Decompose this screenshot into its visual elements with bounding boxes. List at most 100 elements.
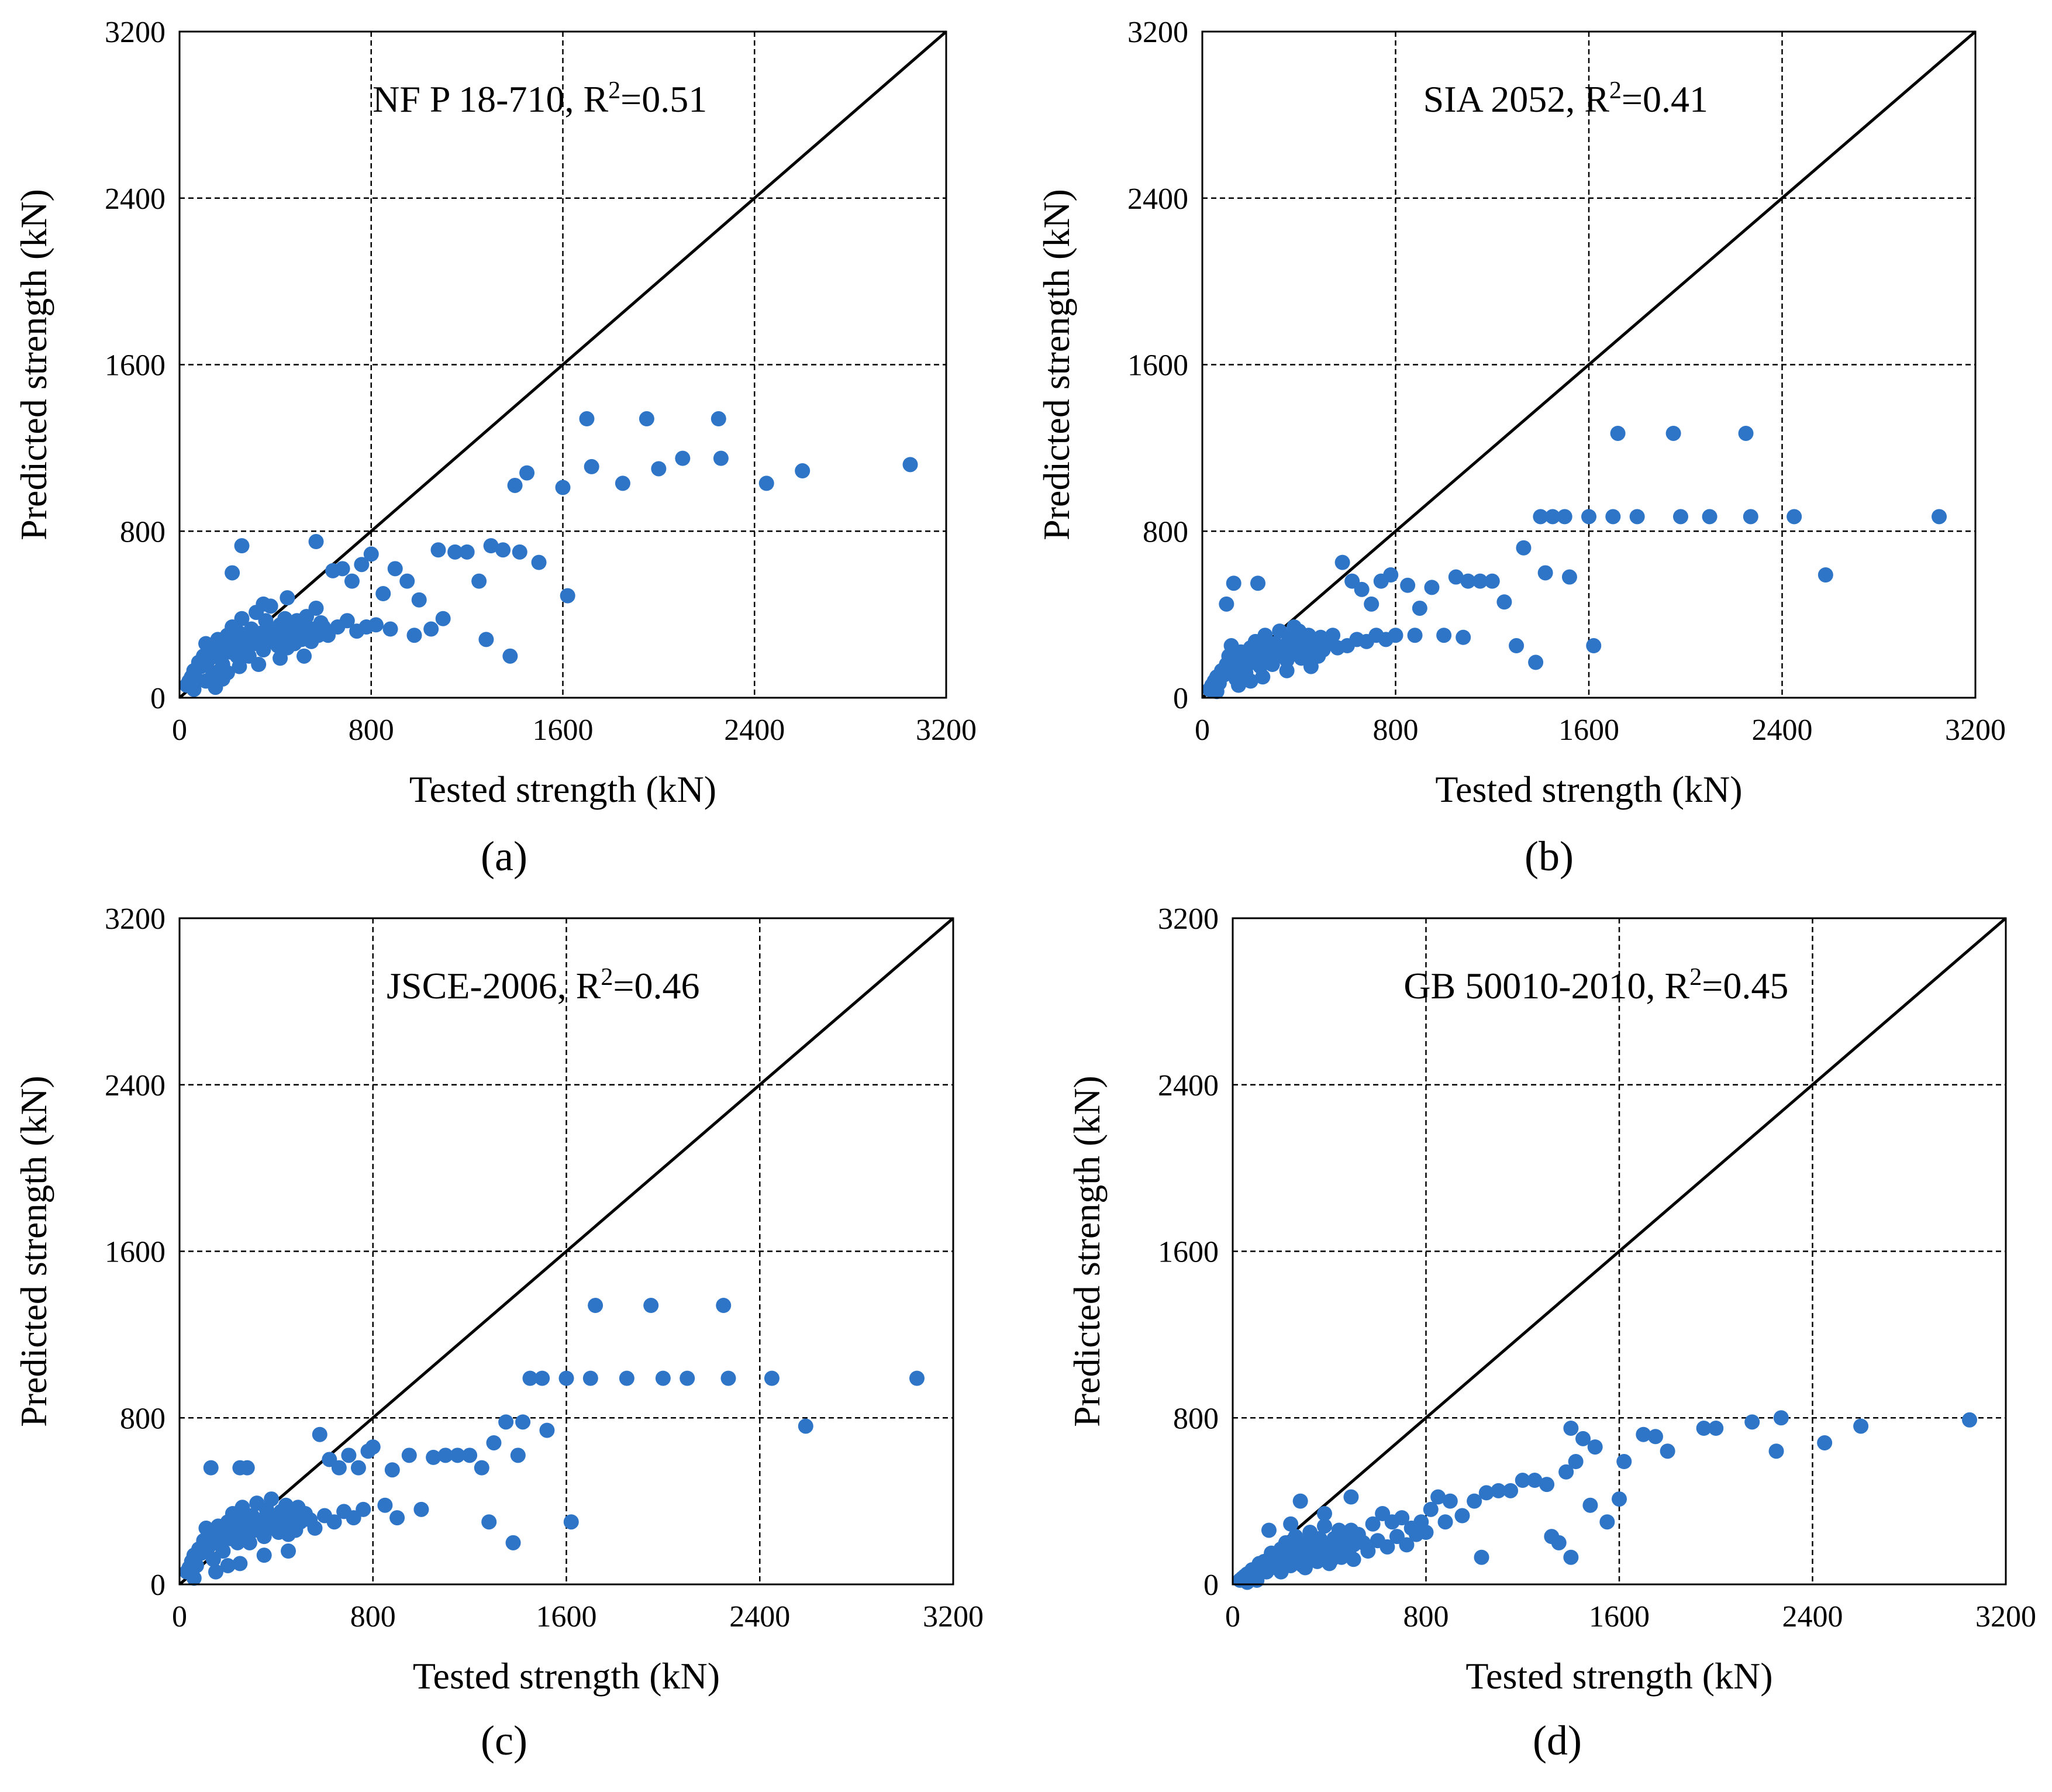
data-point xyxy=(435,611,451,626)
data-point xyxy=(389,1510,405,1526)
data-point xyxy=(368,617,384,633)
data-point xyxy=(1474,1549,1489,1565)
data-points xyxy=(179,1298,925,1586)
data-point xyxy=(1448,569,1464,585)
data-point xyxy=(619,1370,634,1386)
data-point xyxy=(430,542,446,558)
annotation-value: =0.45 xyxy=(1702,965,1788,1007)
data-point xyxy=(268,1508,284,1524)
y-tick-label: 3200 xyxy=(1127,16,1188,49)
data-point xyxy=(1599,1514,1615,1530)
x-tick-label: 1600 xyxy=(1558,714,1619,747)
data-point xyxy=(1394,1510,1410,1526)
data-point xyxy=(507,477,523,493)
plot-frame xyxy=(178,917,954,1586)
data-point xyxy=(1346,1552,1361,1567)
data-point xyxy=(1582,1497,1598,1513)
y-axis-title: Predicted strength (kN) xyxy=(13,189,54,540)
data-point xyxy=(1672,509,1688,525)
y-tick-label: 1600 xyxy=(105,349,165,382)
y-tick-label: 3200 xyxy=(105,16,165,49)
x-tick-label: 1600 xyxy=(536,1600,597,1634)
data-point xyxy=(382,621,398,637)
data-point xyxy=(1743,509,1758,525)
data-point xyxy=(1343,1489,1359,1505)
y-tick-label: 3200 xyxy=(1158,902,1219,936)
data-point xyxy=(1629,509,1645,525)
data-point xyxy=(459,544,475,560)
data-point xyxy=(1322,1556,1337,1572)
x-tick-label: 3200 xyxy=(923,1600,984,1634)
y-tick-label: 1600 xyxy=(1158,1236,1219,1269)
data-point xyxy=(1279,663,1295,678)
data-point xyxy=(363,546,379,562)
data-point xyxy=(1616,1453,1632,1469)
y-axis-title: Predicted strength (kN) xyxy=(1036,189,1077,540)
data-point xyxy=(1527,1473,1543,1488)
data-point xyxy=(203,1460,219,1476)
data-point xyxy=(437,1448,453,1463)
data-point xyxy=(258,613,274,629)
data-point xyxy=(1456,629,1471,645)
x-tick-labels: 0 800 1600 2400 3200 xyxy=(172,714,977,747)
data-point xyxy=(307,1520,323,1536)
chart-annotation: JSCE-2006, R2=0.46 xyxy=(387,964,699,1007)
data-point xyxy=(651,461,667,477)
data-point xyxy=(1226,575,1241,591)
data-point xyxy=(1708,1421,1724,1436)
data-point xyxy=(505,1535,521,1550)
data-point xyxy=(1563,1549,1579,1565)
data-point xyxy=(1292,1493,1308,1509)
data-point xyxy=(519,465,535,481)
data-point xyxy=(579,411,595,427)
data-point xyxy=(1430,1489,1446,1505)
data-point xyxy=(234,538,250,554)
data-point xyxy=(1503,1483,1519,1498)
data-points xyxy=(179,411,918,697)
data-point xyxy=(411,592,427,608)
data-point xyxy=(1418,1525,1434,1541)
data-point xyxy=(655,1370,671,1386)
y-tick-labels: 0 800 1600 2400 3200 xyxy=(105,902,165,1602)
data-point xyxy=(795,463,811,479)
data-point xyxy=(350,1460,366,1476)
data-point xyxy=(716,1298,732,1314)
data-point xyxy=(1399,1537,1415,1553)
data-point xyxy=(471,573,487,589)
data-point xyxy=(1424,580,1440,595)
annotation-value: =0.46 xyxy=(613,965,699,1007)
data-point xyxy=(450,1448,465,1463)
data-point xyxy=(711,411,726,427)
data-point xyxy=(558,1370,574,1386)
data-point xyxy=(225,565,240,581)
x-tick-label: 800 xyxy=(1373,714,1419,747)
x-tick-labels: 0 800 1600 2400 3200 xyxy=(1195,714,2006,747)
data-point xyxy=(256,1548,272,1563)
data-point xyxy=(264,1491,280,1507)
data-point xyxy=(498,1414,514,1430)
data-point xyxy=(1533,509,1549,525)
y-tick-label: 2400 xyxy=(1158,1069,1219,1102)
data-point xyxy=(615,475,630,491)
data-point xyxy=(1586,638,1602,654)
panel-a: 0 800 1600 2400 3200 0 800 1600 2400 3200 Tested… xyxy=(13,16,977,880)
grid-lines xyxy=(180,32,946,698)
data-point xyxy=(406,628,422,643)
data-point xyxy=(1484,573,1500,589)
reference-line xyxy=(1201,30,1977,699)
data-point xyxy=(1738,425,1754,441)
panel-label: (b) xyxy=(1525,833,1574,880)
data-point xyxy=(1223,638,1239,654)
data-point xyxy=(186,1570,202,1586)
data-point xyxy=(1537,565,1553,581)
panel-c: 0 800 1600 2400 3200 0 800 1600 2400 3200 Tested… xyxy=(13,902,984,1764)
panel-label: (d) xyxy=(1533,1717,1582,1764)
data-point xyxy=(232,1556,248,1572)
x-tick-label: 3200 xyxy=(1975,1600,2036,1634)
data-point xyxy=(1243,673,1258,689)
data-point xyxy=(232,659,247,674)
data-point xyxy=(413,1501,429,1517)
data-point xyxy=(384,1462,400,1478)
data-point xyxy=(1380,1539,1395,1555)
data-point xyxy=(331,1460,347,1476)
